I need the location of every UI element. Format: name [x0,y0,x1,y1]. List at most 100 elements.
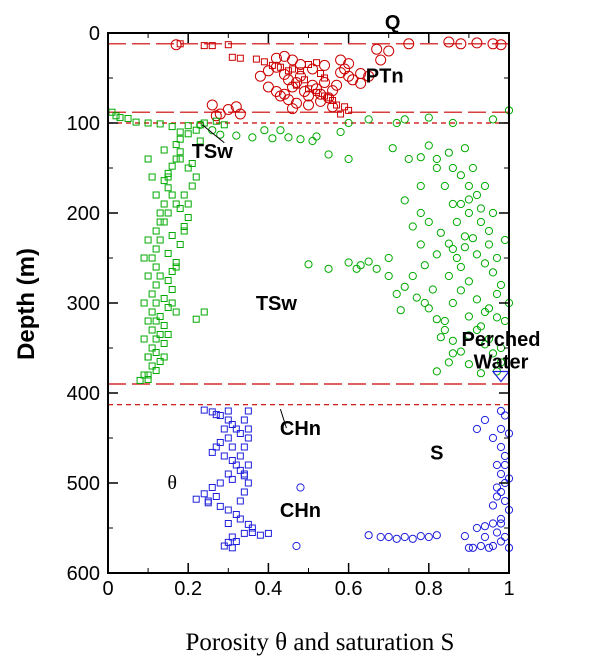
chn-porosity-point-54 [228,544,236,552]
chn-saturation-point-38 [416,532,425,541]
tsw-porosity-point-22 [164,184,172,192]
perched-porosity-point-10 [144,399,152,407]
tsw-saturation-point-77 [396,306,405,315]
tsw-porosity-point-63 [156,313,164,320]
ptn-saturation-point-1 [254,70,266,82]
ptn-saturation-point-50 [278,88,290,100]
y-axis-title: Depth (m) [13,248,40,360]
chn-porosity-point-55 [224,407,232,415]
chn-porosity-point-18 [208,484,216,491]
tsw-saturation-point-0 [196,120,205,129]
tsw-porosity-point-76 [152,191,160,199]
tsw-porosity-point-5 [144,119,152,127]
tsw-porosity-point-85 [168,299,176,307]
chn-porosity-point-13 [232,461,240,469]
tsw-saturation-point-47 [480,340,490,349]
chn-saturation-point-17 [480,522,490,531]
chn-porosity-point-16 [228,475,236,483]
perched-saturation-point-4 [463,388,475,400]
chn-saturation-point-11 [496,487,506,497]
chn-saturation-point-13 [500,496,510,506]
unit-label-s-5: S [430,442,443,464]
tsw-saturation-point-101 [460,144,469,153]
tsw-saturation-point-76 [392,289,401,299]
tsw-porosity-point-64 [160,322,168,329]
chn-porosity-point-10 [208,448,216,456]
tsw-saturation-point-37 [472,250,482,259]
tsw-porosity-point-38 [148,326,156,334]
tsw-saturation-point-67 [432,367,441,376]
chn-saturation-point-29 [480,532,490,542]
tsw-saturation-point-83 [460,232,469,241]
y-tick-label-0: 0 [89,23,100,45]
ptn-saturation-point-28 [315,95,327,107]
ptn-saturation-point-34 [383,45,395,57]
ptn-saturation-point-45 [355,68,367,79]
ptn-porosity-point-24 [333,101,341,109]
chn-saturation-point-36 [400,532,409,542]
chn-saturation-point-28 [496,519,506,528]
chn-saturation-point-22 [488,541,498,551]
tsw-saturation-point-117 [492,289,502,299]
tsw-porosity-point-88 [184,200,192,208]
chn-saturation-point-30 [476,541,486,551]
perched-porosity-point-1 [112,384,120,392]
tsw-porosity-point-58 [168,268,176,275]
tsw-saturation-point-90 [464,360,473,369]
tsw-saturation-point-114 [464,195,473,204]
chn-saturation-point-27 [488,501,498,510]
tsw-porosity-point-95 [172,308,180,316]
chn-porosity-point-38 [244,434,252,442]
tsw-porosity-point-49 [188,182,196,190]
tsw-saturation-point-73 [324,264,333,273]
tsw-porosity-point-51 [176,205,184,212]
chn-porosity-point-11 [220,452,228,460]
tsw-saturation-point-32 [464,208,473,218]
ptn-saturation-point-54 [206,99,218,111]
y-tick-label-6: 600 [67,563,100,585]
x-tick-label-1: 0.2 [174,578,202,600]
tsw-porosity-point-83 [140,335,148,343]
chn-saturation-point-44 [292,541,301,551]
chn-saturation-point-18 [472,523,482,533]
ptn-porosity-point-26 [345,106,353,114]
tsw-saturation-point-53 [424,217,433,227]
tsw-porosity-point-21 [160,177,168,185]
chn-porosity-point-47 [220,425,228,433]
chn-porosity-point-22 [216,502,224,510]
y-tick-label-3: 300 [67,293,100,315]
ptn-saturation-point-11 [307,79,319,91]
ptn-saturation-point-8 [294,70,306,82]
tsw-saturation-point-30 [472,190,482,200]
tsw-porosity-point-7 [168,123,176,131]
chn-saturation-point-43 [296,483,305,492]
tsw-porosity-point-84 [144,353,152,361]
tsw-saturation-point-51 [400,196,409,205]
tsw-saturation-point-55 [444,239,453,248]
tsw-saturation-point-40 [464,277,473,286]
tsw-saturation-point-106 [416,240,425,249]
tsw-saturation-point-11 [312,132,321,141]
chn-porosity-point-28 [240,529,248,537]
tsw-porosity-point-78 [144,236,152,244]
perched-porosity-point-7 [124,396,132,404]
ptn-saturation-point-31 [307,63,319,75]
chn-porosity-point-52 [224,520,232,527]
tsw-porosity-point-80 [144,272,152,280]
ptn-porosity-point-11 [288,65,296,73]
tsw-porosity-point-90 [196,137,204,145]
tsw-saturation-point-61 [424,304,433,313]
tsw-porosity-point-6 [156,120,164,128]
ptn-saturation-point-0 [170,39,182,51]
perched-saturation-point-12 [487,392,499,404]
tsw-porosity-point-50 [180,191,188,199]
tsw-saturation-point-60 [412,293,421,302]
chn-saturation-point-23 [484,543,494,552]
tsw-saturation-point-14 [364,115,373,124]
tsw-saturation-point-78 [384,271,393,281]
perched-porosity-point-12 [156,399,164,407]
y-tick-label-5: 500 [67,473,100,495]
tsw-saturation-point-82 [452,217,461,227]
tsw-saturation-point-21 [324,150,333,159]
